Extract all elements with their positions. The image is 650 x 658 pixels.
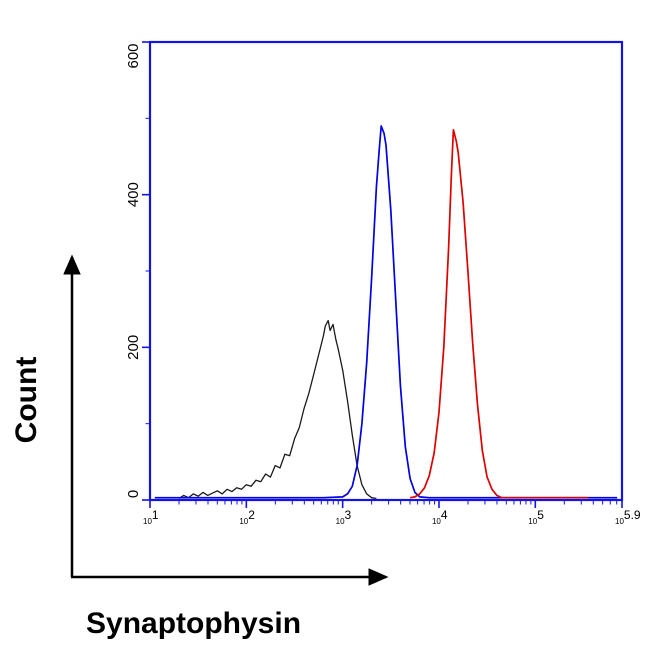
x-tick-label: 105.9	[615, 508, 641, 526]
curves-layer	[154, 125, 618, 500]
series-control-black	[178, 319, 377, 500]
axes-layer: 101 102 103 104 105 105.9 0 200 400 600	[125, 40, 641, 526]
x-tick-label: 103	[336, 508, 352, 526]
y-tick-label: 200	[125, 335, 142, 360]
plot-frame	[148, 40, 624, 502]
y-tick-label: 600	[125, 43, 142, 68]
x-tick-label: 102	[239, 508, 255, 526]
x-tick-label: 105	[528, 508, 544, 526]
y-tick-label: 400	[125, 182, 142, 207]
series-high-red	[409, 128, 589, 499]
y-axis-label: Count	[10, 357, 43, 444]
series-mid-blue	[154, 125, 618, 499]
x-axis-label: Synaptophysin	[86, 607, 301, 640]
x-tick-label: 101	[143, 508, 159, 526]
x-tick-label: 104	[432, 508, 448, 526]
y-tick-label: 0	[125, 490, 142, 498]
